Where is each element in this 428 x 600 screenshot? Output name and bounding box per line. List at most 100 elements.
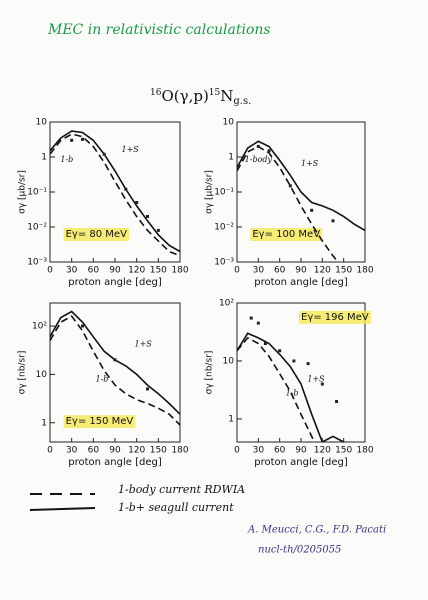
data-point	[263, 342, 267, 346]
data-point	[146, 387, 149, 391]
energy-label: Eγ= 196 MeV	[301, 312, 369, 323]
plot: 0 30 60 90 120 150 180 1 10 10² proton angle [deg]…	[18, 302, 189, 468]
legend-solid	[29, 507, 96, 511]
legend-solid-label: 1-b+ seagull current	[118, 501, 234, 514]
data-point	[135, 201, 139, 205]
data-point	[146, 214, 149, 218]
heading: MEC in relativistic calculations	[47, 22, 271, 38]
data-point	[292, 359, 296, 363]
data-point	[320, 382, 324, 386]
state-label: g.s.	[233, 96, 251, 107]
y-tick-label: 1	[228, 414, 234, 424]
annotation: 1+S	[307, 374, 325, 383]
x-tick-label: 0	[234, 446, 240, 456]
y-tick-label: 1	[41, 153, 47, 163]
solid-curve	[50, 130, 180, 253]
plot: 0 30 60 90 120 150 180 1 10 10² proton angle [deg]…	[205, 299, 374, 469]
data-point	[331, 219, 335, 223]
x-tick-label: 60	[274, 266, 286, 276]
data-point	[278, 349, 282, 353]
y-tick-label: 10⁻²	[27, 223, 47, 233]
reaction: 16O(γ,p)15Ng.s.	[150, 87, 251, 107]
highlight	[63, 415, 136, 429]
highlight	[299, 310, 371, 324]
data-point	[249, 316, 253, 320]
annotation: 1-body	[245, 155, 273, 164]
reaction-text: O(γ,p)	[161, 87, 208, 105]
energy-label: Eγ= 100 MeV	[252, 229, 320, 240]
y-axis-label: σγ [nb/sr]	[205, 351, 215, 395]
mass-number: 15	[209, 88, 221, 98]
x-tick-label: 180	[171, 266, 188, 276]
x-tick-label: 90	[295, 446, 307, 456]
x-tick-label: 90	[109, 446, 121, 456]
x-tick-label: 150	[150, 446, 167, 456]
y-tick-label: 1	[228, 153, 234, 163]
data-point	[81, 324, 84, 328]
x-tick-label: 0	[47, 266, 53, 276]
x-axis-label: proton angle [deg]	[254, 277, 348, 288]
x-tick-label: 120	[128, 446, 145, 456]
x-tick-label: 60	[88, 446, 100, 456]
x-tick-label: 30	[253, 446, 265, 456]
y-tick-label: 10	[36, 370, 48, 380]
annotation: 1+S	[135, 340, 153, 349]
x-tick-label: 30	[253, 266, 265, 276]
x-tick-label: 180	[356, 266, 373, 276]
x-tick-label: 60	[274, 446, 286, 456]
y-tick-label: 10⁻¹	[27, 188, 47, 198]
data-point	[256, 321, 260, 325]
x-tick-label: 150	[150, 266, 167, 276]
y-tick-label: 10⁻³	[214, 258, 234, 268]
x-tick-label: 180	[356, 446, 373, 456]
data-point	[256, 144, 260, 148]
highlight	[63, 228, 130, 241]
y-tick-label: 1	[41, 418, 47, 428]
x-tick-label: 30	[66, 266, 78, 276]
data-point	[335, 399, 339, 403]
y-axis-label: σγ [μb/sr]	[205, 170, 215, 214]
data-point	[102, 152, 106, 156]
data-point	[70, 138, 74, 142]
y-axis-label: σγ [nb/sr]	[18, 351, 28, 395]
x-axis-label: proton angle [deg]	[68, 457, 162, 468]
x-tick-label: 150	[335, 446, 352, 456]
dashed-curve	[50, 133, 180, 257]
x-tick-label: 0	[47, 446, 53, 456]
y-axis-label: σγ [μb/sr]	[18, 170, 28, 214]
annotation: 1-b	[96, 374, 109, 383]
annotation: 1+S	[122, 145, 140, 154]
energy-label: Eγ= 150 MeV	[66, 416, 134, 427]
y-tick-label: 10⁻³	[27, 258, 47, 268]
x-tick-label: 0	[234, 266, 240, 276]
data-point	[310, 208, 314, 212]
y-tick-label: 10	[223, 118, 235, 128]
data-point	[288, 184, 292, 188]
data-point	[124, 187, 128, 191]
energy-label: Eγ= 80 MeV	[66, 229, 127, 240]
reference: nucl-th/0205055	[258, 545, 341, 556]
annotation: 1-b	[286, 388, 299, 397]
x-tick-label: 150	[335, 266, 352, 276]
authors: A. Meucci, C.G., F.D. Pacati	[247, 525, 386, 536]
data-point	[267, 149, 271, 153]
highlight	[250, 228, 323, 241]
solid-curve	[237, 332, 346, 442]
annotation: 1+S	[301, 159, 319, 168]
y-tick-label: 10²	[32, 322, 47, 332]
legend-dashed-label: 1-body current RDWIA	[118, 483, 245, 496]
solid-curve	[237, 140, 365, 232]
x-tick-label: 90	[295, 266, 307, 276]
x-axis-label: proton angle [deg]	[68, 277, 162, 288]
x-tick-label: 90	[109, 266, 121, 276]
x-tick-label: 60	[88, 266, 100, 276]
reaction-text: N	[220, 87, 233, 105]
data-point	[113, 358, 117, 362]
dashed-curve	[50, 315, 180, 426]
data-point	[306, 362, 310, 366]
y-tick-label: 10⁻¹	[214, 188, 234, 198]
data-point	[81, 137, 84, 141]
y-tick-label: 10	[36, 118, 48, 128]
